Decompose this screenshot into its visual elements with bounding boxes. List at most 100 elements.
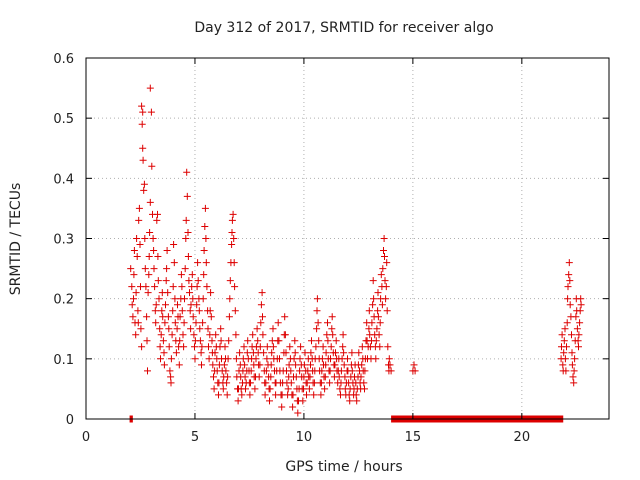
data-point: [382, 295, 390, 303]
data-point: [210, 373, 217, 381]
data-point: [184, 253, 192, 260]
data-point: [152, 319, 160, 327]
data-point: [133, 235, 141, 242]
data-point: [300, 385, 307, 393]
data-point: [358, 361, 366, 369]
data-point: [326, 367, 334, 375]
data-point: [231, 283, 239, 291]
data-point: [357, 373, 365, 381]
data-point: [181, 265, 189, 273]
data-point: [313, 325, 321, 333]
data-point: [232, 331, 240, 339]
data-point: [182, 235, 190, 242]
data-point: [242, 385, 249, 393]
data-point: [140, 180, 148, 188]
data-point: [571, 355, 579, 363]
data-point: [327, 355, 334, 363]
data-point: [313, 307, 321, 315]
x-tick-label: 0: [82, 430, 90, 445]
data-point: [151, 307, 159, 315]
data-point: [324, 337, 332, 345]
data-point: [365, 307, 373, 315]
data-point: [134, 307, 142, 315]
data-point: [132, 331, 140, 339]
data-point: [340, 349, 348, 357]
data-point: [189, 295, 197, 303]
data-point: [230, 235, 238, 242]
data-point: [128, 283, 136, 291]
data-point: [127, 265, 135, 273]
data-point: [162, 277, 170, 285]
data-point: [210, 385, 218, 393]
data-point: [566, 277, 574, 285]
data-point: [241, 373, 249, 381]
data-point: [221, 343, 229, 351]
data-point: [228, 241, 236, 248]
data-point: [377, 271, 385, 279]
data-point: [307, 349, 315, 357]
data-point: [138, 120, 146, 128]
data-point: [260, 349, 268, 357]
data-point: [228, 229, 236, 236]
data-point: [378, 301, 386, 309]
data-point: [176, 313, 184, 321]
data-point: [187, 325, 195, 333]
data-point: [168, 331, 176, 339]
data-point: [157, 331, 165, 339]
data-point: [299, 397, 307, 405]
data-point: [289, 391, 297, 399]
x-tick-label: 5: [191, 430, 199, 445]
data-point: [411, 367, 419, 375]
data-point: [303, 391, 310, 399]
data-point: [355, 349, 363, 357]
data-point: [300, 361, 308, 369]
data-point: [132, 289, 140, 297]
data-point: [159, 337, 167, 345]
data-point: [328, 313, 336, 321]
data-point: [372, 337, 380, 345]
data-point: [346, 397, 354, 405]
data-point: [130, 295, 137, 303]
data-point: [156, 325, 164, 333]
data-point: [154, 253, 162, 260]
data-point: [182, 216, 190, 224]
data-point: [254, 337, 262, 345]
data-point: [138, 343, 146, 351]
data-point: [190, 331, 198, 339]
data-point: [149, 235, 157, 242]
data-point: [269, 343, 277, 351]
data-point: [198, 343, 206, 351]
data-point: [568, 361, 576, 369]
data-point: [217, 337, 225, 345]
data-point: [577, 295, 585, 303]
data-point: [561, 355, 569, 363]
data-point: [158, 307, 166, 315]
data-point: [170, 259, 178, 267]
data-point: [266, 385, 274, 393]
data-point: [144, 367, 151, 375]
data-point: [169, 283, 177, 291]
data-point: [352, 391, 360, 399]
data-point: [223, 391, 231, 399]
data-point: [234, 397, 242, 405]
data-point: [208, 337, 216, 345]
data-point: [238, 391, 246, 399]
data-point: [205, 343, 212, 351]
data-point: [156, 343, 164, 351]
data-point: [306, 373, 314, 381]
data-point: [310, 379, 318, 387]
data-point: [139, 144, 147, 152]
data-point: [385, 355, 393, 363]
data-point: [291, 349, 299, 357]
y-tick-label: 0.3: [53, 233, 74, 248]
data-point: [178, 283, 186, 291]
data-point: [268, 349, 276, 357]
data-point: [198, 361, 205, 369]
data-point: [130, 247, 138, 254]
data-point: [165, 343, 173, 351]
data-point: [568, 331, 575, 339]
data-point: [339, 331, 347, 339]
data-point: [386, 361, 394, 369]
data-point: [312, 343, 320, 351]
data-point: [141, 265, 149, 273]
